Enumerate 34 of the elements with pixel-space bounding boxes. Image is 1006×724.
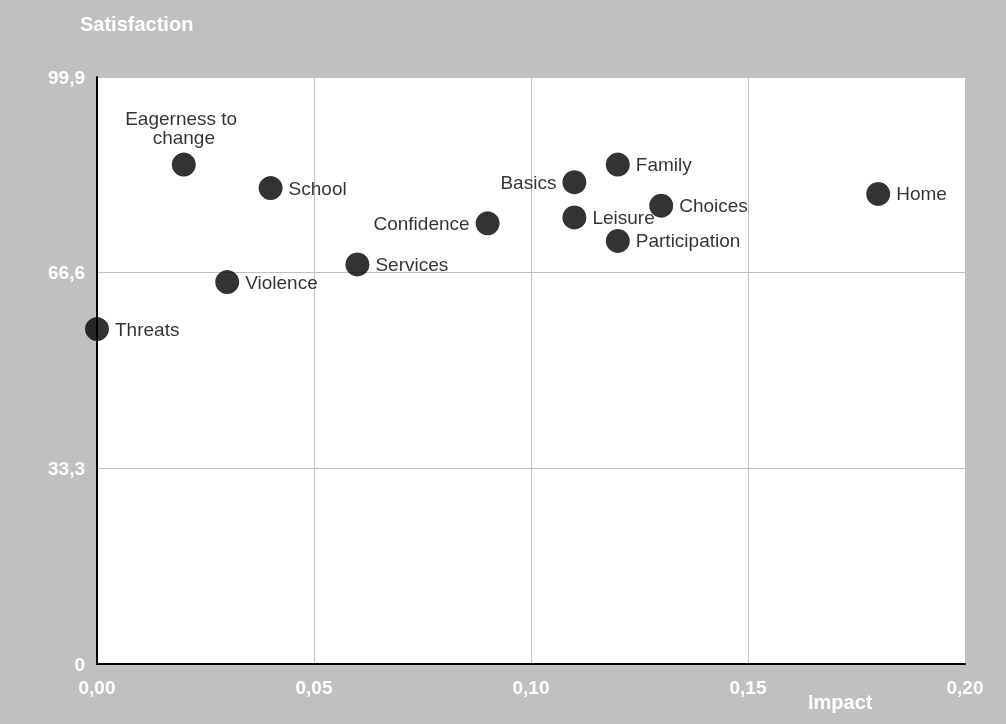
point xyxy=(345,252,370,277)
series-label: Eagerness to change xyxy=(125,107,243,148)
point xyxy=(215,270,240,295)
x-tick-label: 0,05 xyxy=(295,677,333,698)
point xyxy=(85,317,109,342)
y-tick-label: 33,3 xyxy=(48,457,85,479)
series-label: Threats xyxy=(115,318,180,340)
series-label: Leisure xyxy=(592,206,655,228)
point xyxy=(475,211,500,236)
point xyxy=(605,152,630,177)
series-label: Services xyxy=(375,253,449,275)
point xyxy=(562,170,587,195)
y-axis-title: Satisfaction xyxy=(80,13,194,35)
series-label: Home xyxy=(896,183,947,205)
x-axis-title: Impact xyxy=(808,691,873,713)
x-tick-label: 0,10 xyxy=(512,677,550,698)
x-tick-label: 0,00 xyxy=(78,677,116,698)
y-tick-label: 99,9 xyxy=(48,66,85,88)
y-tick-label: 0 xyxy=(74,653,85,675)
series-label: Family xyxy=(635,154,693,176)
series-label: Participation xyxy=(635,230,741,252)
series-label: Choices xyxy=(679,195,748,217)
series-label: Basics xyxy=(500,171,557,193)
point xyxy=(171,152,196,177)
point xyxy=(258,176,283,201)
point xyxy=(605,228,630,253)
series-label: Violence xyxy=(245,271,318,293)
x-tick-label: 0,15 xyxy=(729,677,767,698)
y-tick-label: 66,6 xyxy=(48,262,85,284)
series-label: School xyxy=(288,177,347,199)
point xyxy=(562,205,587,230)
point xyxy=(866,181,891,206)
series-label: Confidence xyxy=(373,212,470,234)
x-tick-label: 0,20 xyxy=(946,677,984,698)
